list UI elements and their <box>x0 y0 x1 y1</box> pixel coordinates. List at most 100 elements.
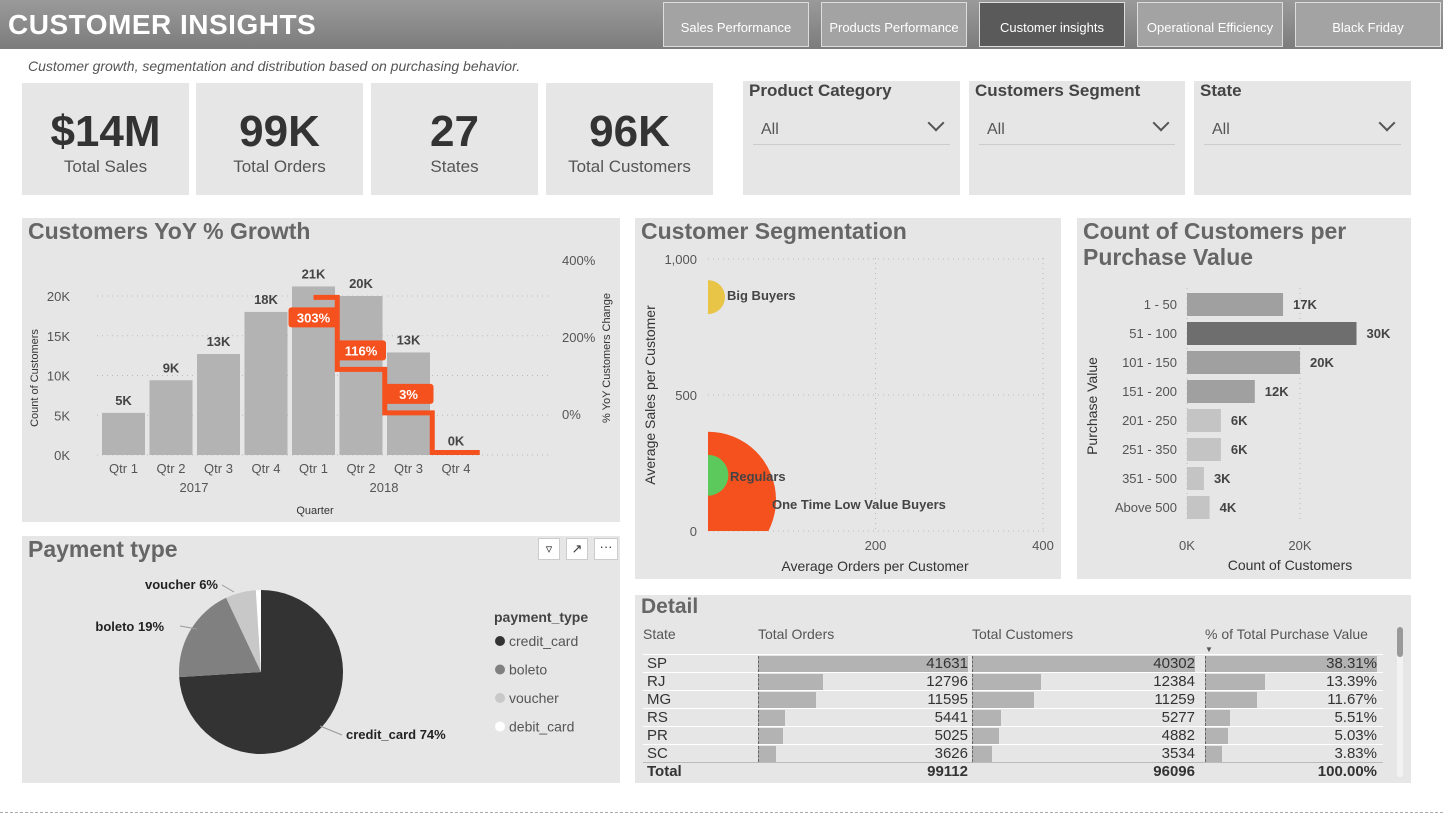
legend-title: payment_type <box>494 609 588 625</box>
table-row[interactable]: RS 5441 5277 5.51% <box>643 708 1383 726</box>
x-axis-title: Count of Customers <box>1228 557 1353 573</box>
legend-marker[interactable] <box>495 693 505 703</box>
payment-type-title: Payment type <box>28 536 178 562</box>
pie-slice-debit_card <box>255 590 261 672</box>
y-tick-label: 5K <box>54 408 70 423</box>
table-row[interactable]: RJ 12796 12384 13.39% <box>643 672 1383 690</box>
x-tick-label: Qtr 4 <box>252 461 281 476</box>
tab-customer-insights[interactable]: Customer insights <box>979 2 1125 47</box>
tab-operational-efficiency[interactable]: Operational Efficiency <box>1137 2 1283 47</box>
y-axis-title: Purchase Value <box>1084 357 1100 455</box>
column-header[interactable]: State <box>643 626 676 642</box>
more-options-icon[interactable]: ··· <box>594 538 618 560</box>
y2-axis-title: % YoY Customers Change <box>601 293 613 423</box>
y-tick-label: 0 <box>690 524 697 539</box>
data-bar <box>972 710 1002 726</box>
detail-scrollbar[interactable] <box>1397 627 1403 777</box>
tab-black-friday[interactable]: Black Friday <box>1295 2 1441 47</box>
x-tick-label: 0K <box>1179 538 1195 553</box>
x-tick-label: Qtr 3 <box>204 461 233 476</box>
legend-marker[interactable] <box>495 721 505 732</box>
legend-item[interactable]: boleto <box>509 662 547 678</box>
y2-tick-label: 400% <box>562 253 596 268</box>
total-cell: 99112 <box>927 763 968 780</box>
point-label: Big Buyers <box>727 288 796 303</box>
y-tick-label: 0K <box>54 448 70 463</box>
x-year-label: 2017 <box>180 480 209 495</box>
kpi-value: $14M <box>50 107 161 156</box>
table-cell: 12796 <box>926 673 968 690</box>
column-header[interactable]: Total Customers <box>972 626 1074 642</box>
table-cell: 5441 <box>934 709 968 726</box>
table-cell: 5.03% <box>1334 727 1377 744</box>
data-bar <box>972 692 1035 708</box>
pie-slice-credit_card <box>179 590 343 754</box>
tab-products-performance[interactable]: Products Performance <box>821 2 967 47</box>
slicer-dropdown[interactable]: All <box>753 111 950 145</box>
data-bar <box>1205 674 1266 690</box>
y-tick-label: 51 - 100 <box>1129 326 1177 341</box>
page-title: CUSTOMER INSIGHTS <box>8 9 317 40</box>
table-cell: 38.31% <box>1326 655 1377 672</box>
column-header[interactable]: % of Total Purchase Value <box>1205 626 1368 642</box>
purchase-value-panel: Count of Customers per Purchase Value 0K… <box>1077 218 1411 579</box>
column-header[interactable]: Total Orders <box>758 626 835 642</box>
pie-slice-boleto <box>179 597 261 678</box>
slicer-product-category: Product Category All <box>743 81 960 195</box>
slice-label: boleto 19% <box>95 619 164 634</box>
total-cell: 96096 <box>1153 763 1195 780</box>
table-row[interactable]: MG 11595 11259 11.67% <box>643 690 1383 708</box>
bar <box>1187 322 1357 345</box>
table-cell: MG <box>647 691 672 708</box>
data-bar <box>972 728 999 744</box>
sort-desc-icon: ▼ <box>1205 645 1213 654</box>
bar-data-label: 4K <box>1220 500 1237 515</box>
bar <box>1187 467 1204 490</box>
y-tick-label: 201 - 250 <box>1122 413 1177 428</box>
legend-item[interactable]: debit_card <box>509 719 574 735</box>
legend-item[interactable]: credit_card <box>509 633 578 649</box>
bar-data-label: 9K <box>163 360 180 375</box>
legend-item[interactable]: voucher <box>509 690 559 706</box>
data-bar <box>758 728 784 744</box>
bar-data-label: 6K <box>1231 413 1248 428</box>
bar-data-label: 17K <box>1293 297 1317 312</box>
leader-line <box>319 725 343 736</box>
table-row[interactable]: SC 3626 3534 3.83% <box>643 744 1383 762</box>
payment-type-panel: Payment type ▿ ↗ ··· credit_card 74% bole… <box>22 536 620 783</box>
slicer-dropdown[interactable]: All <box>1204 111 1401 145</box>
slicer-dropdown[interactable]: All <box>979 111 1175 145</box>
data-bar <box>1205 692 1258 708</box>
table-cell: 5.51% <box>1334 709 1377 726</box>
data-bar <box>972 674 1041 690</box>
kpi-value: 99K <box>239 107 320 156</box>
bar-data-label: 3K <box>1214 471 1231 486</box>
leader-line <box>221 584 235 593</box>
table-cell: 12384 <box>1153 673 1195 690</box>
detail-panel: Detail State Total Orders Total Customers%… <box>635 595 1411 783</box>
tab-sales-performance[interactable]: Sales Performance <box>663 2 809 47</box>
legend-marker[interactable] <box>495 636 505 646</box>
bar-data-label: 0K <box>448 433 465 448</box>
bar <box>1187 496 1210 519</box>
table-total-row: Total 99112 96096 100.00% <box>643 762 1383 780</box>
line-data-label: 116% <box>345 343 378 358</box>
x-tick-label: Qtr 1 <box>299 461 328 476</box>
table-cell: SP <box>647 655 668 672</box>
line-data-label-bg <box>288 307 339 328</box>
scatter-point <box>708 454 729 496</box>
table-row[interactable]: PR 5025 4882 5.03% <box>643 726 1383 744</box>
legend-marker[interactable] <box>495 664 505 675</box>
bar <box>197 354 240 455</box>
table-cell: SC <box>647 745 668 762</box>
leader-line <box>179 625 198 630</box>
payment-pie-chart: credit_card 74% boleto 19% voucher 6% payme… <box>95 577 588 754</box>
yoy-growth-panel: Customers YoY % Growth 0K 5K 10K 15K 20K 0% 20… <box>22 218 620 522</box>
page-subtitle: Customer growth, segmentation and distri… <box>28 58 521 74</box>
segmentation-chart: 0 500 1,000 200 400 Big Buyers Regulars One Tim… <box>642 252 1054 574</box>
table-row[interactable]: SP 41631 40302 38.31% <box>643 654 1383 672</box>
y-tick-label: 151 - 200 <box>1122 384 1177 399</box>
filter-icon[interactable]: ▿ <box>538 538 560 560</box>
focus-mode-icon[interactable]: ↗ <box>566 538 588 560</box>
yoy-chart-title: Customers YoY % Growth <box>28 218 311 244</box>
